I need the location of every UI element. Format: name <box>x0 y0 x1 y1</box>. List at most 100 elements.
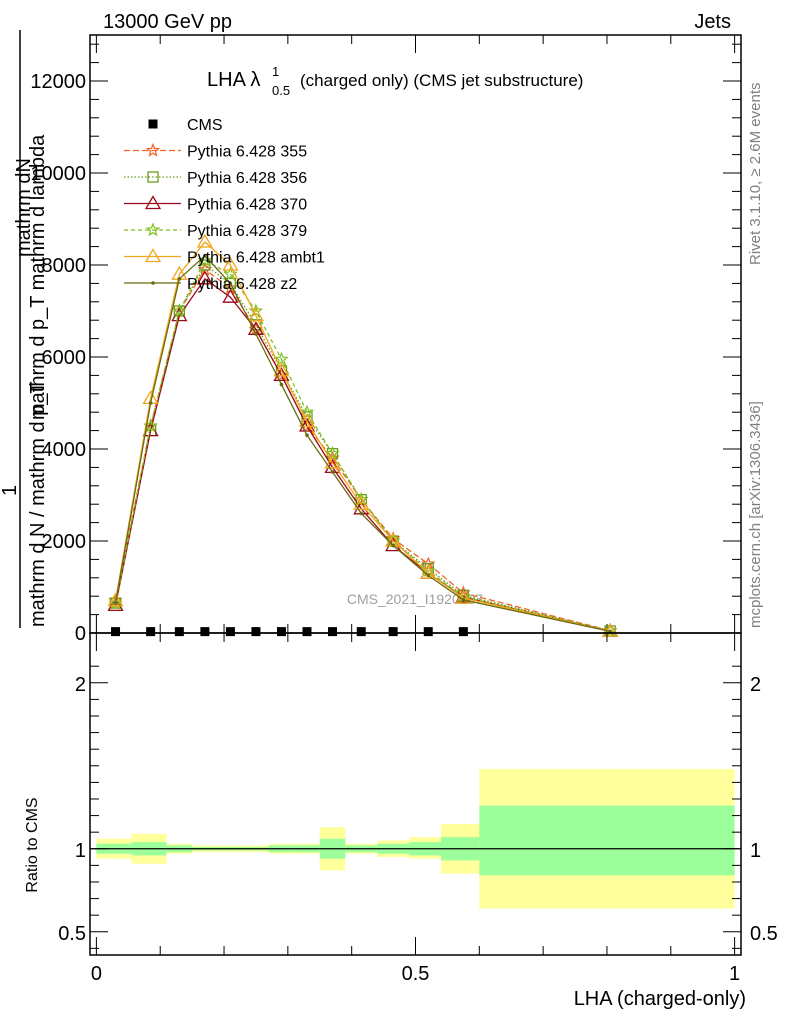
legend-label-2: Pythia 6.428 370 <box>187 197 307 214</box>
legend-marker-1 <box>147 171 159 183</box>
series-marker-5 <box>203 254 207 258</box>
series-line-2 <box>114 277 611 632</box>
process-label: Jets <box>694 11 731 33</box>
ratio-y-tick-label: 1 <box>75 840 86 862</box>
series-marker-5 <box>330 470 335 474</box>
series-marker-2 <box>196 270 214 285</box>
series-marker-5 <box>305 433 309 438</box>
cms-point <box>276 627 286 637</box>
rivet-label: Rivet 3.1.10, ≥ 2.6M events <box>747 83 764 266</box>
legend-marker-3 <box>145 222 161 237</box>
main-panel: LHA λ 1 0.5 (charged only) (CMS jet subs… <box>0 30 742 645</box>
xlabel: LHA (charged-only) <box>574 988 746 1010</box>
ratio-y-tick-label: 2 <box>75 674 86 696</box>
mc-series-lines <box>107 233 619 638</box>
cms-point <box>251 627 261 637</box>
cms-data-points <box>111 627 468 637</box>
legend-label-0: Pythia 6.428 355 <box>187 144 307 161</box>
legend-marker-cms <box>148 119 158 129</box>
ratio-y-tick-label-right: 1 <box>750 840 761 862</box>
ratio-y-tick-label-right: 0.5 <box>750 923 778 945</box>
ratio-bands <box>96 769 735 909</box>
legend-label-cms: CMS <box>187 117 223 134</box>
ylabel-upper: mathrm dN <box>13 158 35 257</box>
inner-band-bin <box>479 805 735 876</box>
cms-point <box>356 627 366 637</box>
series-marker-5 <box>391 543 395 548</box>
series-marker-5 <box>113 601 118 605</box>
series-marker-4 <box>107 592 124 607</box>
cms-point <box>174 627 184 637</box>
series-marker-2 <box>273 367 290 382</box>
y-tick-label: 6000 <box>42 347 87 369</box>
x-tick-label: 1 <box>729 963 740 985</box>
series-marker-2 <box>222 288 239 303</box>
series-marker-4 <box>273 362 290 377</box>
ratio-panel: 0.5 0.51 12 20 0.5 1 Ratio to CMS LHA (charge… <box>24 632 778 1010</box>
series-marker-5 <box>177 277 182 281</box>
series-line-5 <box>114 254 611 633</box>
legend-marker-5 <box>151 281 155 285</box>
legend-marker-4 <box>144 248 162 263</box>
cms-point <box>111 627 121 637</box>
series-marker-0 <box>248 321 264 336</box>
plot-title-main: LHA λ <box>207 69 260 91</box>
series-marker-3 <box>248 303 264 318</box>
cms-point <box>388 627 398 637</box>
y-tick-label: 4000 <box>42 439 87 461</box>
series-marker-1 <box>199 259 211 271</box>
x-tick-label: 0 <box>91 963 102 985</box>
ratio-y-tick-label-right: 2 <box>750 674 761 696</box>
series-line-0 <box>114 268 611 632</box>
cms-point <box>423 627 433 637</box>
series-marker-5 <box>279 382 284 387</box>
y-tick-label: 0 <box>75 623 86 645</box>
series-marker-2 <box>107 597 124 612</box>
plot-title-rest: (charged only) (CMS jet substructure) <box>300 71 583 90</box>
series-marker-5 <box>228 281 233 286</box>
legend-marker-0 <box>145 142 161 157</box>
series-marker-4 <box>353 495 370 510</box>
cms-point <box>328 627 338 637</box>
series-marker-4 <box>222 256 239 271</box>
cms-point <box>146 627 156 637</box>
legend-label-3: Pythia 6.428 379 <box>187 223 307 240</box>
series-marker-3 <box>274 351 289 366</box>
series-marker-5 <box>148 401 153 405</box>
ratio-y-tick-label: 0.5 <box>58 923 86 945</box>
series-marker-4 <box>247 307 265 322</box>
series-marker-3 <box>385 533 401 548</box>
series-marker-0 <box>299 418 315 433</box>
y-tick-label: 12000 <box>30 71 86 93</box>
series-marker-0 <box>274 367 289 382</box>
series-marker-1 <box>224 277 237 290</box>
series-marker-3 <box>197 252 213 267</box>
ratio-ylabel: Ratio to CMS <box>24 797 41 892</box>
series-marker-4 <box>196 233 214 248</box>
series-line-1 <box>114 264 611 632</box>
cms-point <box>225 627 235 637</box>
plot-title-sup: 1 <box>272 64 279 79</box>
plot-title-sub: 0.5 <box>272 83 290 98</box>
y-tick-label: 8000 <box>42 255 87 277</box>
legend-label-5: Pythia 6.428 z2 <box>187 276 297 293</box>
series-line-4 <box>114 241 611 632</box>
legend-label-4: Pythia 6.428 ambt1 <box>187 250 325 267</box>
ylabel-upper2: mathrm d p_T mathrm d lambda <box>27 134 49 420</box>
series-marker-5 <box>426 573 431 578</box>
series-marker-2 <box>298 417 316 432</box>
series-marker-4 <box>298 413 316 428</box>
series-marker-3 <box>172 303 187 318</box>
x-tick-label: 0.5 <box>402 963 430 985</box>
series-marker-4 <box>324 454 341 469</box>
series-marker-5 <box>359 511 364 516</box>
cms-point <box>458 627 468 637</box>
y-tick-label: 10000 <box>30 163 86 185</box>
ylabel-lower: mathrm d N / mathrm d p_T <box>27 381 49 627</box>
legend: CMS Pythia 6.428 355 Pythia 6.428 356 Pythi… <box>124 117 325 293</box>
ratio-frame <box>89 632 742 956</box>
mcplots-label: mcplots.cern.ch [arXiv:1306.3436] <box>747 401 764 628</box>
ratio-ticks: 0.5 0.51 12 20 0.5 1 <box>58 633 778 985</box>
cms-point <box>200 627 210 637</box>
